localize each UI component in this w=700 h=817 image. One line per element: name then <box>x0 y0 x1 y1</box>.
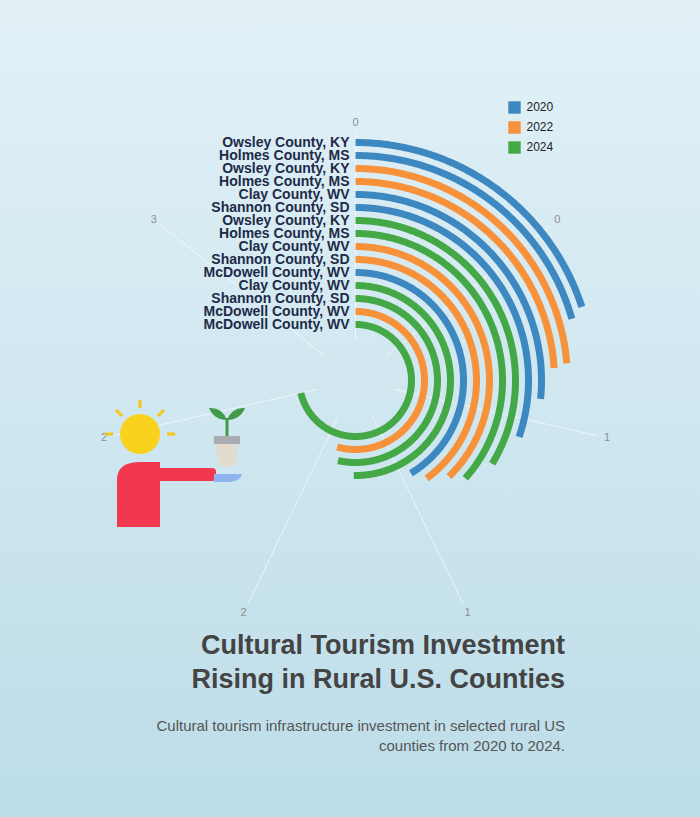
svg-text:Owsley County, KY: Owsley County, KY <box>222 134 350 150</box>
svg-text:Owsley County, KY: Owsley County, KY <box>222 212 350 228</box>
svg-text:Clay County, WV: Clay County, WV <box>238 186 350 202</box>
svg-text:3: 3 <box>151 213 157 225</box>
svg-text:1: 1 <box>604 431 610 443</box>
svg-text:Holmes County, MS: Holmes County, MS <box>219 225 350 241</box>
svg-text:0: 0 <box>352 116 358 128</box>
svg-text:Shannon County, SD: Shannon County, SD <box>211 251 350 267</box>
svg-text:Shannon County, SD: Shannon County, SD <box>211 290 350 306</box>
svg-text:Holmes County, MS: Holmes County, MS <box>219 147 350 163</box>
svg-text:Owsley County, KY: Owsley County, KY <box>222 160 350 176</box>
html-text:Cultural tourism infrastructur: Cultural tourism infrastructure investme… <box>156 717 565 754</box>
svg-text:2020: 2020 <box>527 100 554 114</box>
svg-text:2: 2 <box>101 431 107 443</box>
svg-text:McDowell County, WV: McDowell County, WV <box>203 264 350 280</box>
svg-text:Shannon County, SD: Shannon County, SD <box>211 199 350 215</box>
svg-text:2024: 2024 <box>527 140 554 154</box>
svg-text:2022: 2022 <box>527 120 554 134</box>
svg-text:0: 0 <box>554 213 560 225</box>
svg-text:1: 1 <box>464 606 470 618</box>
svg-text:Clay County, WV: Clay County, WV <box>238 277 350 293</box>
svg-text:McDowell County, WV: McDowell County, WV <box>203 303 350 319</box>
svg-text:2: 2 <box>240 606 246 618</box>
svg-text:Clay County, WV: Clay County, WV <box>238 238 350 254</box>
html-text:Cultural Tourism Investment Ri: Cultural Tourism Investment Rising in Ru… <box>191 630 565 694</box>
svg-text:Holmes County, MS: Holmes County, MS <box>219 173 350 189</box>
svg-text:McDowell County, WV: McDowell County, WV <box>204 316 351 332</box>
